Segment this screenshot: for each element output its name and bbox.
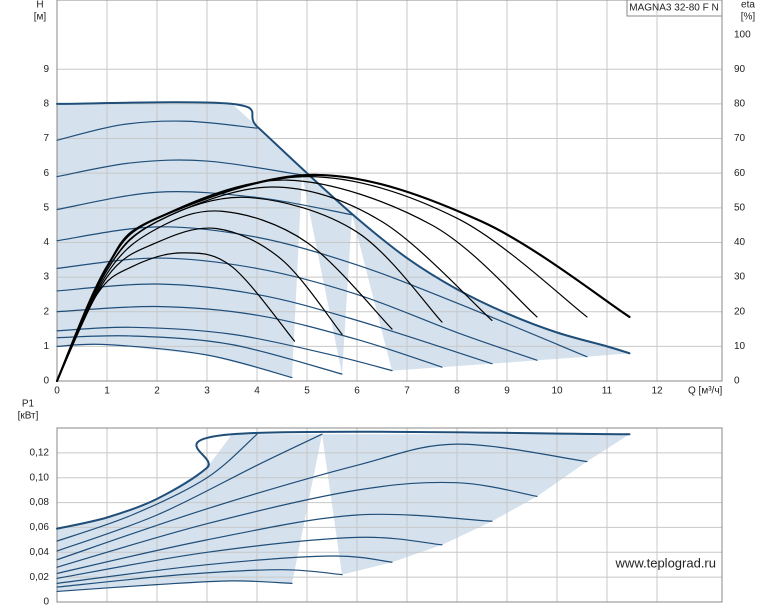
- y-tick-label: 1: [43, 341, 49, 352]
- curve: [56, 555, 393, 584]
- x-tick-label: 0: [54, 386, 60, 397]
- y-tick-label: 7: [43, 133, 49, 144]
- y-axis-unit: [кВт]: [18, 411, 39, 422]
- curve: [56, 443, 588, 561]
- y-tick-label: 0,10: [30, 472, 50, 483]
- y2-tick-label: 30: [734, 272, 746, 283]
- x-tick-label: 4: [254, 386, 260, 397]
- y2-tick-label: 20: [734, 306, 746, 317]
- y-tick-label: 0,04: [30, 547, 50, 558]
- plot-frame: [56, 0, 723, 382]
- y-axis-label: H: [36, 0, 43, 11]
- y-axis-unit: [м]: [34, 12, 47, 23]
- curve: [56, 210, 393, 382]
- x-tick-label: 9: [504, 386, 510, 397]
- watermark: www.teplograd.ru: [615, 555, 716, 570]
- y2-tick-label: 100: [734, 29, 751, 40]
- curve: [56, 326, 393, 372]
- curve: [56, 536, 443, 579]
- x-tick-label: 10: [551, 386, 563, 397]
- curve: [56, 186, 493, 382]
- x-tick-label: 1: [104, 386, 110, 397]
- y-tick-label: 0,06: [30, 522, 50, 533]
- plot-frame: [56, 427, 723, 603]
- x-tick-label: 6: [354, 386, 360, 397]
- y-tick-label: 2: [43, 306, 49, 317]
- curve: [56, 481, 538, 568]
- curve: [56, 433, 323, 552]
- x-tick-label: 3: [204, 386, 210, 397]
- y-tick-label: 0,12: [30, 447, 50, 458]
- y-tick-label: 6: [43, 168, 49, 179]
- y-tick-label: 0: [43, 597, 49, 608]
- y2-tick-label: 80: [734, 99, 746, 110]
- y-tick-label: 8: [43, 99, 49, 110]
- y2-tick-label: 60: [734, 168, 746, 179]
- y2-tick-label: 0: [734, 376, 740, 387]
- y2-tick-label: 50: [734, 202, 746, 213]
- y-axis-label: P1: [22, 399, 35, 410]
- curve: [56, 433, 258, 542]
- curve: [56, 159, 303, 178]
- curve: [56, 305, 443, 368]
- y2-tick-label: 90: [734, 64, 746, 75]
- curve: [56, 101, 631, 355]
- y2-tick-label: 10: [734, 341, 746, 352]
- operating-region: [57, 434, 630, 602]
- x-tick-label: 8: [454, 386, 460, 397]
- y-tick-label: 0,02: [30, 572, 50, 583]
- y-tick-label: 5: [43, 202, 49, 213]
- y2-tick-label: 40: [734, 237, 746, 248]
- curve: [56, 513, 493, 575]
- chart-title: MAGNA3 32-80 F N: [629, 3, 718, 14]
- x-tick-label: 5: [304, 386, 310, 397]
- curve: [56, 343, 293, 379]
- curve: [56, 580, 293, 593]
- x-tick-label: 11: [602, 386, 613, 397]
- curve: [56, 283, 493, 365]
- y2-axis-unit: [%]: [741, 12, 756, 23]
- curve: [56, 335, 343, 375]
- curve: [56, 569, 343, 588]
- y2-tick-label: 70: [734, 133, 746, 144]
- y2-axis-label: eta: [741, 0, 755, 11]
- y-tick-label: 0: [43, 376, 49, 387]
- curve: [56, 120, 258, 141]
- y-tick-label: 3: [43, 272, 49, 283]
- curve: [56, 191, 353, 216]
- curve: [56, 227, 343, 382]
- y-tick-label: 9: [43, 64, 49, 75]
- x-tick-label: 12: [651, 386, 663, 397]
- x-tick-label: 7: [404, 386, 410, 397]
- y-tick-label: 4: [43, 237, 49, 248]
- x-axis-label: Q [м³/ч]: [688, 386, 723, 397]
- curve: [56, 430, 631, 530]
- curve: [56, 257, 538, 361]
- curve: [55, 173, 631, 383]
- y-tick-label: 0,08: [30, 497, 50, 508]
- x-tick-label: 2: [154, 386, 160, 397]
